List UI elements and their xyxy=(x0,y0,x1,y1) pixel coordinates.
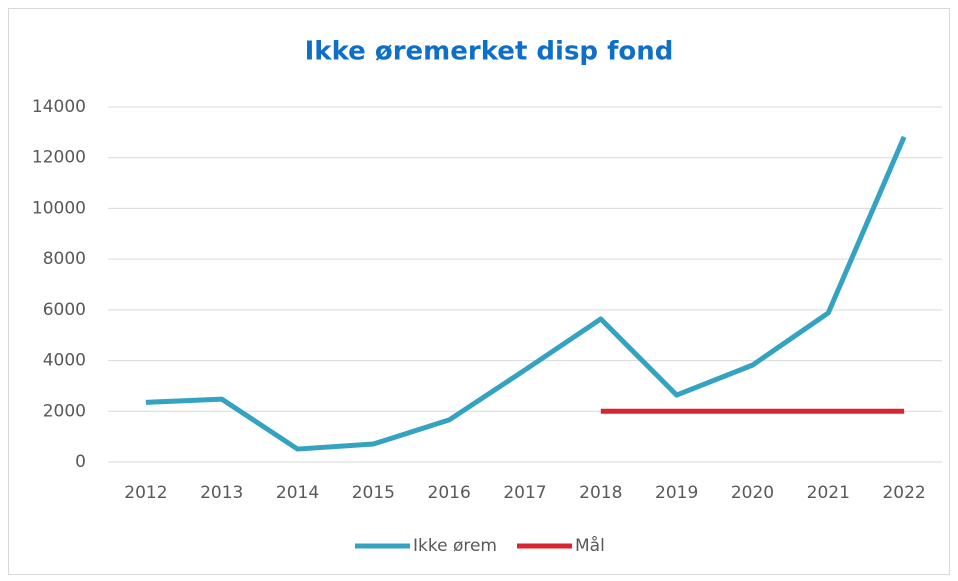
legend-label: Mål xyxy=(575,535,605,556)
x-tick-label: 2020 xyxy=(731,483,774,503)
x-tick-label: 2014 xyxy=(276,483,319,503)
x-tick-label: 2019 xyxy=(655,483,698,503)
x-tick-label: 2016 xyxy=(428,483,471,503)
y-tick-label: 2000 xyxy=(43,401,86,421)
x-tick-label: 2018 xyxy=(579,483,622,503)
y-tick-label: 4000 xyxy=(43,351,86,371)
y-tick-label: 6000 xyxy=(43,300,86,320)
series-line xyxy=(145,135,907,452)
x-tick-label: 2013 xyxy=(200,483,243,503)
x-tick-label: 2017 xyxy=(503,483,546,503)
y-tick-label: 12000 xyxy=(32,148,86,168)
y-tick-label: 14000 xyxy=(32,97,86,117)
x-tick-label: 2012 xyxy=(124,483,167,503)
y-tick-label: 10000 xyxy=(32,198,86,218)
y-tick-label: 8000 xyxy=(43,249,86,269)
x-tick-label: 2022 xyxy=(882,483,925,503)
chart-title: Ikke øremerket disp fond xyxy=(305,37,674,67)
y-tick-label: 0 xyxy=(75,452,86,472)
x-tick-label: 2021 xyxy=(807,483,850,503)
chart-frame xyxy=(8,8,950,575)
legend-label: Ikke ørem xyxy=(413,536,497,556)
x-tick-label: 2015 xyxy=(352,483,395,503)
